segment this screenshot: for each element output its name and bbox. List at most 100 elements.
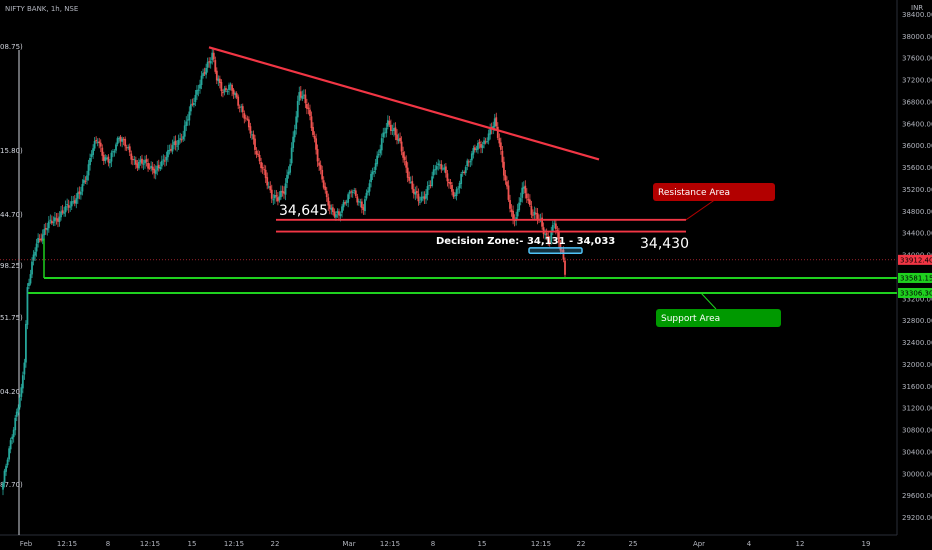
- candle[interactable]: [293, 124, 296, 143]
- candle[interactable]: [553, 219, 556, 229]
- candle[interactable]: [328, 201, 331, 215]
- candle[interactable]: [177, 134, 180, 150]
- candle[interactable]: [78, 186, 81, 200]
- candle[interactable]: [451, 182, 453, 196]
- candle[interactable]: [461, 169, 464, 177]
- candle[interactable]: [434, 164, 437, 175]
- candle[interactable]: [26, 283, 29, 330]
- candle[interactable]: [212, 49, 215, 63]
- candle[interactable]: [532, 209, 534, 221]
- candle[interactable]: [52, 216, 55, 227]
- candle[interactable]: [32, 250, 35, 266]
- candle[interactable]: [130, 150, 133, 165]
- candle[interactable]: [182, 130, 185, 142]
- candle[interactable]: [287, 166, 290, 179]
- candle[interactable]: [260, 157, 262, 173]
- candle[interactable]: [469, 158, 472, 168]
- candle[interactable]: [292, 131, 295, 152]
- candle[interactable]: [174, 135, 177, 151]
- candle[interactable]: [116, 136, 119, 147]
- candle[interactable]: [136, 159, 139, 172]
- candle[interactable]: [67, 199, 70, 214]
- candle[interactable]: [167, 144, 169, 163]
- candle[interactable]: [264, 165, 267, 184]
- candle[interactable]: [467, 159, 470, 167]
- candle[interactable]: [394, 122, 397, 141]
- candle[interactable]: [180, 133, 183, 143]
- candle[interactable]: [280, 185, 282, 200]
- candle[interactable]: [214, 56, 217, 74]
- candle[interactable]: [151, 161, 154, 175]
- candle[interactable]: [81, 179, 84, 196]
- candle[interactable]: [530, 200, 533, 219]
- candle[interactable]: [47, 216, 50, 233]
- candle[interactable]: [422, 191, 424, 202]
- candle[interactable]: [304, 89, 307, 109]
- candle[interactable]: [460, 172, 463, 189]
- candle[interactable]: [162, 154, 165, 165]
- candle[interactable]: [419, 196, 421, 205]
- candle[interactable]: [220, 79, 223, 97]
- candle[interactable]: [423, 191, 426, 204]
- candle[interactable]: [3, 468, 6, 488]
- candle[interactable]: [232, 88, 235, 99]
- candle[interactable]: [327, 193, 330, 211]
- candle[interactable]: [437, 159, 440, 171]
- candle[interactable]: [275, 190, 278, 202]
- candle[interactable]: [321, 165, 324, 183]
- candle[interactable]: [21, 371, 24, 394]
- candle[interactable]: [263, 164, 266, 176]
- candle[interactable]: [128, 143, 131, 156]
- candle[interactable]: [432, 164, 435, 179]
- candle[interactable]: [110, 150, 113, 168]
- candle[interactable]: [414, 186, 417, 201]
- candle[interactable]: [385, 122, 388, 138]
- candle[interactable]: [125, 144, 128, 152]
- candle[interactable]: [503, 156, 505, 181]
- candle[interactable]: [156, 160, 159, 176]
- candle[interactable]: [159, 161, 162, 172]
- candle[interactable]: [548, 236, 551, 247]
- support-area-box[interactable]: [656, 309, 781, 327]
- candle[interactable]: [228, 82, 230, 95]
- candle[interactable]: [35, 238, 38, 257]
- candle[interactable]: [153, 163, 156, 179]
- candle[interactable]: [338, 208, 340, 221]
- candle[interactable]: [402, 146, 405, 163]
- candle[interactable]: [89, 153, 91, 171]
- candle[interactable]: [283, 186, 285, 199]
- candle[interactable]: [452, 189, 455, 199]
- candle[interactable]: [64, 200, 67, 217]
- candle[interactable]: [525, 188, 528, 204]
- candle[interactable]: [50, 215, 53, 226]
- candle[interactable]: [351, 189, 354, 198]
- candle[interactable]: [124, 136, 127, 151]
- candle[interactable]: [448, 178, 450, 189]
- candle[interactable]: [510, 204, 513, 217]
- candle[interactable]: [254, 134, 256, 155]
- candle[interactable]: [31, 257, 33, 278]
- candle[interactable]: [306, 98, 308, 115]
- candle[interactable]: [258, 150, 261, 165]
- candle[interactable]: [435, 161, 438, 175]
- candle[interactable]: [72, 196, 75, 205]
- candle[interactable]: [234, 91, 237, 99]
- candle[interactable]: [160, 155, 163, 170]
- candle[interactable]: [431, 171, 434, 188]
- candle[interactable]: [122, 137, 125, 146]
- candle[interactable]: [251, 130, 253, 140]
- candle[interactable]: [356, 193, 359, 206]
- candle[interactable]: [139, 155, 142, 166]
- candle[interactable]: [157, 159, 160, 172]
- candle[interactable]: [105, 155, 108, 161]
- candle[interactable]: [196, 85, 198, 100]
- candle[interactable]: [5, 463, 7, 476]
- candle[interactable]: [406, 162, 409, 183]
- candle[interactable]: [276, 192, 279, 206]
- candle[interactable]: [509, 194, 511, 213]
- candle[interactable]: [495, 112, 498, 129]
- candle[interactable]: [518, 197, 521, 213]
- candle[interactable]: [255, 147, 258, 159]
- candle[interactable]: [350, 189, 353, 198]
- candle[interactable]: [131, 155, 134, 166]
